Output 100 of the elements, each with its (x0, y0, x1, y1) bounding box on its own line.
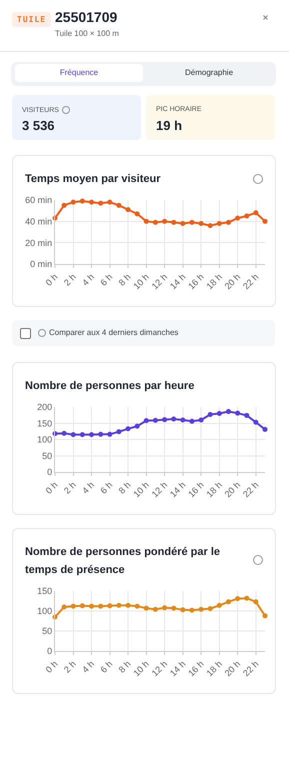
point (244, 214, 250, 218)
point (144, 218, 149, 224)
point (208, 606, 213, 612)
point (134, 211, 140, 216)
point (70, 200, 76, 205)
chart-title: Nombre de personnes par heure (25, 379, 196, 394)
point (116, 429, 122, 434)
point (198, 418, 204, 422)
x-tick-label: 12 h (150, 272, 170, 292)
point (253, 599, 258, 604)
y-tick-label: 40 min (25, 216, 52, 226)
x-tick-label: 14 h (168, 272, 188, 292)
text: TUILE (12, 12, 52, 27)
y-tick-label: 50 (42, 626, 52, 636)
point (162, 605, 168, 610)
point (189, 418, 194, 424)
point (80, 603, 85, 608)
x-tick-label: 2 h (62, 272, 78, 288)
x-tick-label: 8 h (116, 272, 133, 288)
point (216, 411, 222, 416)
x-tick-label: 18 h (204, 480, 224, 500)
x-tick-label: 18 h (204, 272, 224, 292)
text: 19 h (156, 118, 182, 133)
point (62, 430, 67, 436)
x-tick-label: 14 h (168, 658, 188, 678)
point (126, 602, 131, 608)
point (107, 432, 112, 437)
x-tick-label: 4 h (80, 658, 96, 675)
point (116, 602, 122, 608)
point (208, 412, 213, 417)
point (198, 606, 204, 612)
point (253, 210, 258, 216)
point (152, 418, 158, 423)
point (98, 200, 104, 206)
x-tick-label: 6 h (98, 272, 114, 288)
x-tick-label: 16 h (186, 272, 206, 292)
y-tick-label: 200 (37, 402, 52, 412)
x-tick-label: 8 h (116, 658, 133, 675)
point (253, 420, 258, 425)
x-tick-label: 16 h (186, 658, 206, 678)
x-tick-label: 10 h (131, 658, 151, 678)
y-tick-label: 0 (47, 467, 52, 478)
point (89, 432, 94, 438)
y-tick-label: 50 (42, 450, 52, 461)
point (98, 604, 104, 609)
point (180, 418, 186, 422)
x-tick-label: 10 h (131, 480, 151, 500)
point (162, 218, 168, 224)
y-tick-label: 0 min (30, 259, 52, 270)
point (226, 220, 231, 225)
x-tick-label: 20 h (222, 272, 242, 292)
x-tick-label: 12 h (150, 658, 170, 678)
point (126, 426, 131, 432)
point (62, 202, 67, 208)
y-tick-label: 100 (37, 606, 52, 616)
point (134, 604, 140, 609)
point (189, 220, 194, 225)
chart-title: Temps moyen par visiteur (25, 172, 162, 187)
point (126, 207, 131, 212)
x-tick-label: 12 h (150, 480, 170, 500)
point (80, 432, 85, 438)
y-tick-label: 100 (37, 434, 52, 445)
point (216, 602, 222, 608)
chart-title: Nombre de personnes pondéré par le temps de présence (25, 545, 221, 578)
y-tick-label: 0 (47, 646, 52, 656)
point (144, 418, 149, 424)
point (244, 412, 250, 418)
text: Comparer aux 4 derniers dimanches (49, 328, 178, 337)
x-tick-label: 22 h (241, 272, 260, 292)
point (262, 426, 268, 432)
x-tick-label: 0 h (44, 480, 60, 496)
point (70, 432, 76, 438)
point (208, 223, 213, 228)
point (189, 608, 194, 613)
point (262, 218, 268, 224)
point (62, 604, 67, 610)
y-tick-label: 60 min (25, 195, 52, 206)
point (216, 220, 222, 226)
point (244, 596, 250, 601)
point (116, 202, 122, 208)
point (144, 606, 149, 611)
point (152, 606, 158, 612)
text: Fréquence (15, 64, 143, 82)
point (107, 603, 112, 608)
point (171, 606, 176, 611)
point (98, 432, 104, 437)
y-tick-label: 150 (37, 586, 52, 596)
x-tick-label: 22 h (241, 658, 260, 678)
x-tick-label: 2 h (62, 480, 78, 496)
x-tick-label: 6 h (98, 658, 114, 675)
x-tick-label: 2 h (62, 658, 78, 675)
x-tick-label: 0 h (44, 272, 60, 288)
x-tick-label: 20 h (222, 480, 242, 500)
point (180, 607, 186, 612)
x-tick-label: 8 h (116, 480, 133, 496)
point (235, 596, 240, 602)
text: 3 536 (22, 118, 55, 133)
x-tick-label: 20 h (222, 658, 242, 678)
point (89, 604, 94, 609)
point (134, 424, 140, 429)
